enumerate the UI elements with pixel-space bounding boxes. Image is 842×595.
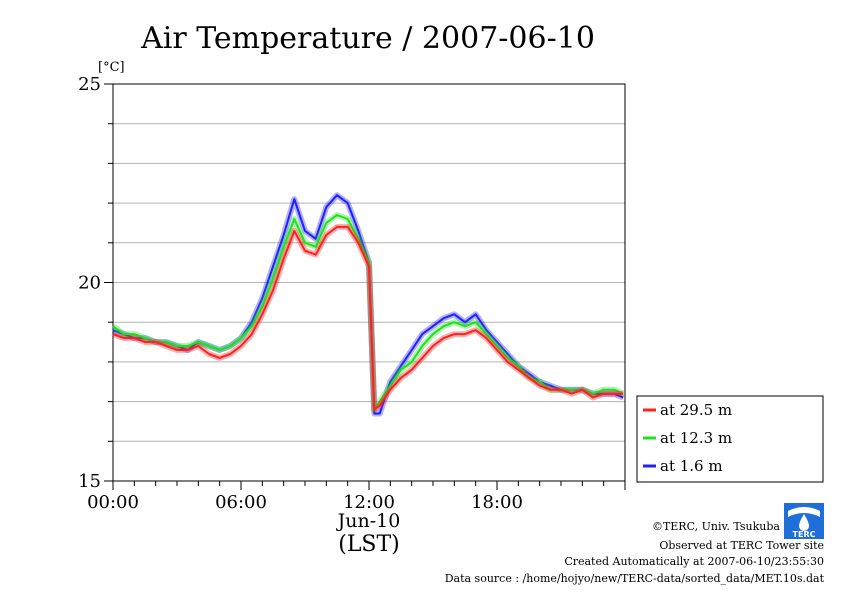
x-tick-label: 12:00 — [343, 492, 395, 513]
legend: at 29.5 m at 12.3 m at 1.6 m — [643, 401, 732, 475]
logo-text: TERC — [793, 530, 816, 539]
x-tick-label: 00:00 — [87, 492, 139, 513]
y-tick-label: 25 — [78, 74, 101, 95]
y-axis: 15 20 25 — [78, 74, 113, 492]
x-axis: 00:00 06:00 12:00 18:00 — [87, 481, 626, 513]
x-axis-date-label: Jun-10 — [336, 510, 401, 532]
legend-label: at 1.6 m — [660, 457, 723, 475]
y-tick-label: 15 — [78, 471, 101, 492]
series-line — [112, 225, 624, 411]
created-text: Created Automatically at 2007-06-10/23:5… — [564, 555, 824, 568]
data-source-text: Data source : /home/hojyo/new/TERC-data/… — [445, 572, 825, 585]
legend-box — [636, 395, 824, 483]
series-lines — [111, 192, 625, 417]
x-axis-label: (LST) — [338, 532, 400, 557]
x-tick-label: 18:00 — [471, 492, 523, 513]
legend-label: at 29.5 m — [660, 401, 732, 419]
x-tick-label: 06:00 — [215, 492, 267, 513]
y-tick-label: 20 — [78, 273, 101, 294]
terc-logo: TERC — [784, 503, 824, 539]
legend-label: at 12.3 m — [660, 429, 732, 447]
y-unit-label: [°C] — [98, 60, 125, 75]
chart-title: Air Temperature / 2007-06-10 — [140, 21, 595, 56]
site-text: Observed at TERC Tower site — [659, 539, 824, 552]
copyright-text: ©TERC, Univ. Tsukuba — [652, 520, 780, 533]
